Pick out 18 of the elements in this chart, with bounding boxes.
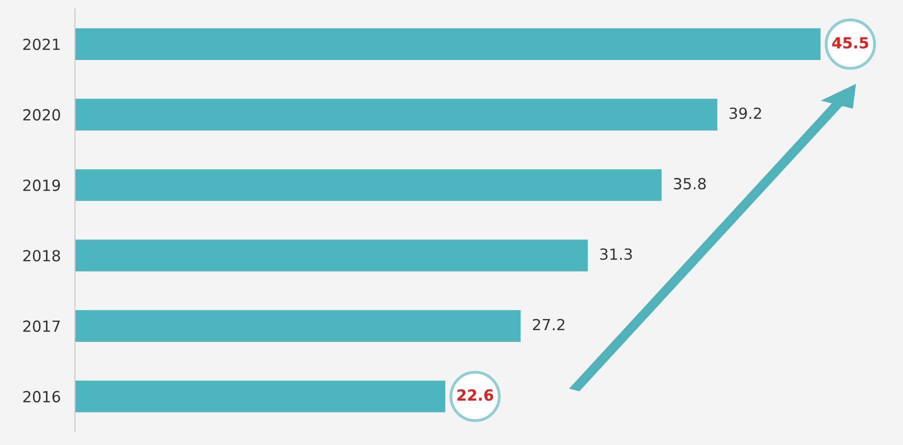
bar bbox=[74, 240, 588, 272]
data-label: 45.5 bbox=[832, 37, 868, 49]
data-label: 31.3 bbox=[600, 248, 632, 260]
data-label: 27.2 bbox=[532, 318, 564, 330]
y-tick-label: 2018 bbox=[23, 250, 60, 262]
y-tick-label: 2017 bbox=[23, 320, 60, 332]
bar bbox=[74, 380, 446, 412]
bar bbox=[74, 98, 718, 130]
data-label: 22.6 bbox=[457, 389, 494, 401]
bar bbox=[74, 310, 521, 342]
data-label: 35.8 bbox=[674, 178, 706, 190]
y-tick-label: 2021 bbox=[23, 38, 60, 50]
bar bbox=[74, 169, 662, 201]
bar bbox=[74, 28, 821, 60]
data-label: 39.2 bbox=[730, 107, 761, 120]
y-tick-label: 2016 bbox=[23, 390, 60, 402]
y-tick-label: 2019 bbox=[23, 180, 60, 192]
y-tick-label: 2020 bbox=[23, 109, 60, 121]
